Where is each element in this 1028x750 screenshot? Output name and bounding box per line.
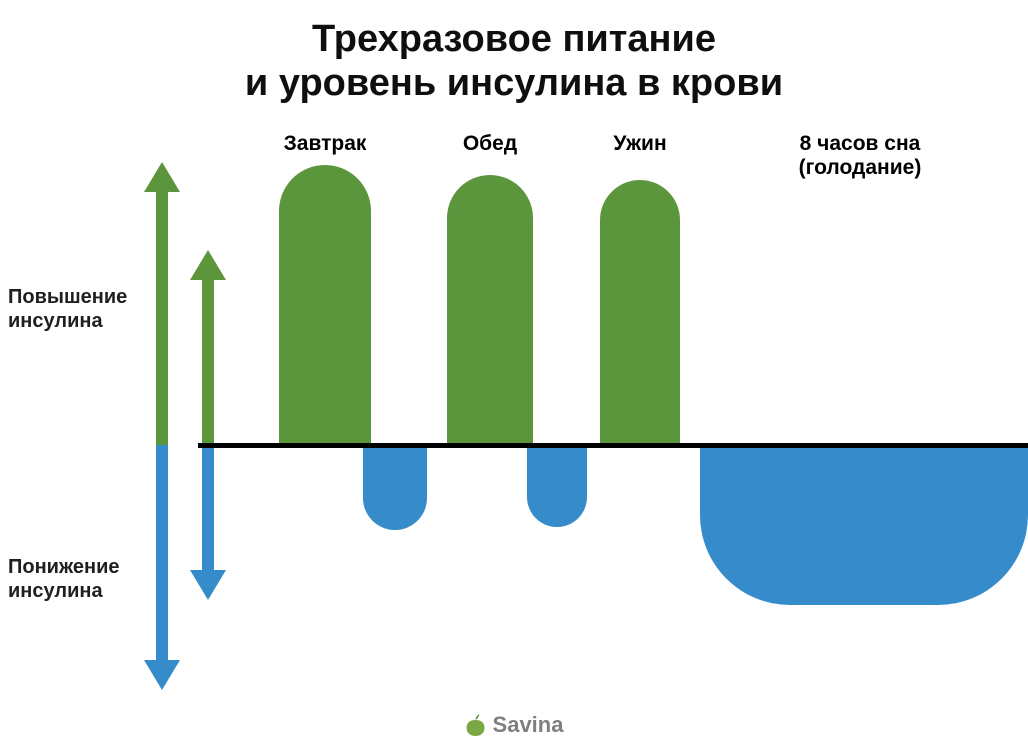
baseline-axis xyxy=(198,443,1028,448)
insulin-peak-breakfast xyxy=(279,165,371,445)
apple-icon xyxy=(465,713,487,737)
label-insulin-increase: Повышение инсулина xyxy=(8,285,127,333)
axis-arrow-outer-shaft-up xyxy=(156,192,168,445)
axis-arrow-inner-shaft-down xyxy=(202,445,214,570)
page-title: Трехразовое питание и уровень инсулина в… xyxy=(0,0,1028,105)
savina-logo: Savina xyxy=(465,712,564,738)
title-line-1: Трехразовое питание xyxy=(312,18,716,60)
axis-arrow-inner-shaft-up xyxy=(202,280,214,445)
insulin-dip-after-breakfast xyxy=(363,445,427,530)
insulin-dip-sleep xyxy=(700,445,1028,605)
insulin-dip-after-lunch xyxy=(527,445,587,527)
axis-arrow-outer-head-down xyxy=(144,660,180,690)
title-line-2: и уровень инсулина в крови xyxy=(245,62,783,104)
label-lunch: Обед xyxy=(463,132,517,156)
axis-arrow-outer-head-up xyxy=(144,162,180,192)
logo-text: Savina xyxy=(493,712,564,738)
insulin-peak-lunch xyxy=(447,175,533,445)
label-insulin-decrease: Понижение инсулина xyxy=(8,555,120,603)
label-sleep: 8 часов сна (голодание) xyxy=(799,132,922,180)
insulin-peak-dinner xyxy=(600,180,680,445)
label-breakfast: Завтрак xyxy=(284,132,367,156)
axis-arrow-inner-head-down xyxy=(190,570,226,600)
axis-arrow-inner-head-up xyxy=(190,250,226,280)
axis-arrow-outer-shaft-down xyxy=(156,445,168,660)
label-dinner: Ужин xyxy=(613,132,666,156)
insulin-diagram: Повышение инсулина Понижение инсулина За… xyxy=(0,120,1028,680)
